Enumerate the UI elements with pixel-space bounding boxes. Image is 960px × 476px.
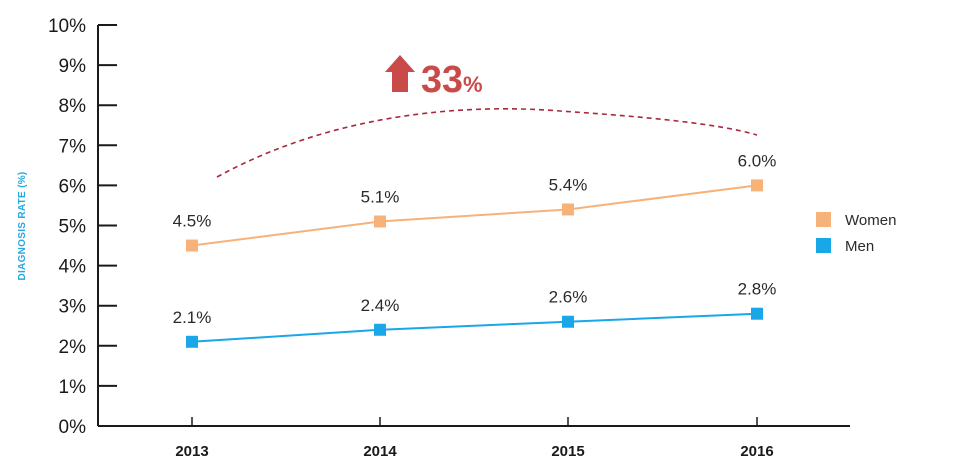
x-tick-label: 2016 [740, 443, 773, 460]
y-tick-label: 7% [59, 136, 87, 157]
data-point-women [186, 239, 198, 252]
legend-label-men: Men [845, 238, 874, 255]
y-tick-label: 2% [59, 337, 87, 358]
series: 4.5% 5.1% 5.4% 6.0% 2.1% 2.4% 2.6% 2.8% [173, 151, 777, 348]
legend-swatch-men [816, 238, 831, 253]
trend-arc-dashed [216, 108, 758, 178]
data-label-women: 5.1% [361, 187, 400, 206]
y-tick-label: 5% [59, 217, 87, 238]
y-tick-label: 3% [59, 297, 87, 318]
data-label-men: 2.1% [173, 308, 212, 327]
legend-swatch-women [816, 212, 831, 227]
data-point-women [562, 203, 574, 216]
x-axis: 2013 2014 2015 2016 [98, 417, 850, 460]
data-label-men: 2.8% [738, 280, 777, 299]
growth-percent-sign: % [463, 72, 483, 97]
growth-annotation: 33 % [385, 55, 483, 101]
data-point-women [374, 215, 386, 228]
data-label-women: 6.0% [738, 151, 777, 170]
legend-label-women: Women [845, 212, 896, 229]
data-label-men: 2.4% [361, 296, 400, 315]
y-tick-label: 6% [59, 176, 87, 197]
x-tick-label: 2015 [551, 443, 584, 460]
y-tick-label: 9% [59, 56, 87, 77]
series-line-men [191, 312, 758, 343]
growth-value: 33 [421, 59, 463, 101]
legend: Women Men [816, 212, 896, 255]
series-line-women [191, 184, 758, 247]
y-axis-label: DIAGNOSIS RATE (%) [17, 171, 28, 280]
y-tick-label: 0% [59, 417, 87, 438]
data-point-women [751, 179, 763, 192]
data-label-men: 2.6% [549, 288, 588, 307]
y-tick-label: 4% [59, 257, 87, 278]
y-tick-label: 1% [59, 377, 87, 398]
data-label-women: 4.5% [173, 212, 212, 231]
x-tick-label: 2013 [175, 443, 208, 460]
y-tick-label: 8% [59, 96, 87, 117]
y-tick-label: 10% [48, 16, 86, 37]
y-axis: 0% 1% 2% 3% 4% 5% 6% 7% 8% 9% 10% [48, 16, 117, 438]
data-point-men [751, 307, 763, 320]
data-point-men [374, 323, 386, 336]
data-point-men [186, 335, 198, 348]
data-label-women: 5.4% [549, 175, 588, 194]
data-point-men [562, 315, 574, 328]
x-tick-label: 2014 [363, 443, 397, 460]
arrow-up-icon [385, 55, 415, 92]
